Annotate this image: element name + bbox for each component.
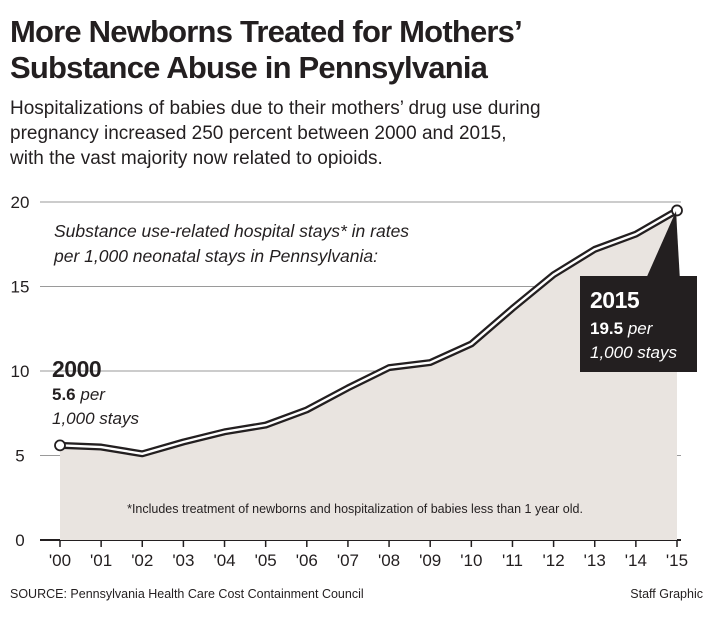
x-tick-label: '05 (255, 551, 277, 570)
x-tick-label: '12 (543, 551, 565, 570)
staff-credit: Staff Graphic (630, 587, 703, 601)
x-tick-label: '08 (378, 551, 400, 570)
chart-note-line-2: per 1,000 neonatal stays in Pennsylvania… (53, 246, 378, 266)
source-note: SOURCE: Pennsylvania Health Care Cost Co… (10, 587, 364, 601)
y-axis-ticks: 0 5 10 15 20 (11, 193, 30, 550)
x-tick-label: '06 (296, 551, 318, 570)
x-tick-label: '02 (131, 551, 153, 570)
x-tick-label: '11 (502, 551, 523, 570)
chart-note-line-1: Substance use-related hospital stays* in… (54, 221, 409, 241)
y-tick-label: 10 (11, 362, 30, 381)
x-tick-label: '04 (213, 551, 235, 570)
area-fill (60, 210, 677, 540)
callout-start-line-2: 1,000 stays (52, 409, 139, 428)
x-tick-label: '03 (172, 551, 194, 570)
callout-start-per: per (76, 385, 107, 404)
x-tick-label: '01 (90, 551, 112, 570)
callout-start-year: 2000 (52, 356, 101, 382)
callout-start: 2000 5.6 per 1,000 stays (52, 356, 139, 428)
x-tick-label: '00 (49, 551, 71, 570)
x-axis-ticks: '00 '01 '02 '03 '04 '05 '06 '07 '08 '09 '10 '11 '12 '… (49, 540, 688, 570)
callout-end-value: 19.5 (590, 319, 623, 338)
subtitle-line-1: Hospitalizations of babies due to their … (10, 98, 541, 119)
subtitle-line-3: with the vast majority now related to op… (10, 148, 383, 169)
callout-end: 2015 19.5 per 1,000 stays (580, 211, 697, 372)
y-tick-label: 0 (15, 531, 24, 550)
x-tick-label: '13 (584, 551, 606, 570)
data-point-marker (54, 439, 66, 452)
callout-end-box (580, 276, 697, 372)
data-point-marker (671, 204, 683, 217)
y-tick-label: 15 (11, 278, 30, 297)
callout-end-line-2: 1,000 stays (590, 343, 677, 362)
x-tick-label: '15 (666, 551, 688, 570)
chart-title: More Newborns Treated for Mothers’ Subst… (10, 14, 710, 86)
callout-start-value: 5.6 (52, 385, 76, 404)
chart-subtitle: Hospitalizations of babies due to their … (10, 96, 700, 171)
y-tick-label: 20 (11, 193, 30, 212)
callout-end-year: 2015 (590, 287, 640, 313)
subtitle-line-2: pregnancy increased 250 percent between … (10, 123, 507, 144)
x-tick-label: '14 (625, 551, 647, 570)
callout-end-line-1: 19.5 per (590, 319, 654, 338)
data-points (54, 204, 683, 452)
title-line-1: More Newborns Treated for Mothers’ (10, 14, 523, 49)
x-tick-label: '07 (337, 551, 359, 570)
callout-start-line-1: 5.6 per (52, 385, 106, 404)
callout-end-per: per (623, 319, 654, 338)
x-tick-label: '09 (419, 551, 441, 570)
title-line-2: Substance Abuse in Pennsylvania (10, 50, 488, 85)
x-tick-label: '10 (460, 551, 482, 570)
chart-footnote: *Includes treatment of newborns and hosp… (127, 502, 583, 516)
series-line-core (58, 209, 679, 456)
callout-end-pointer (645, 211, 680, 281)
y-tick-label: 5 (15, 447, 24, 466)
